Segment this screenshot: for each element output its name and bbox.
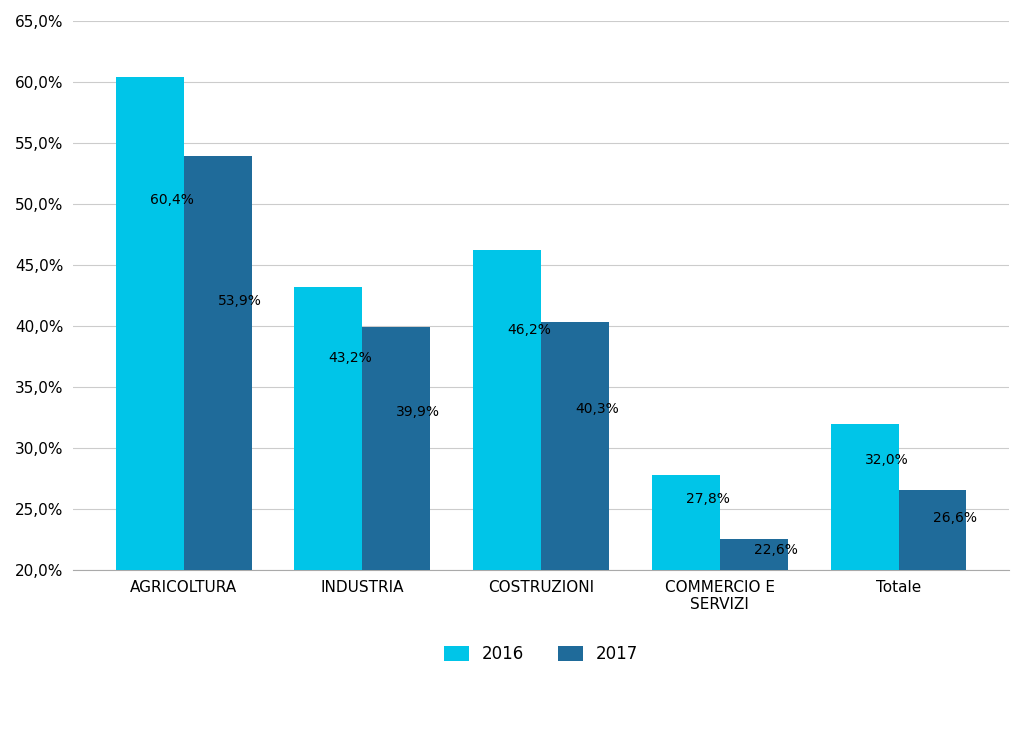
Bar bbox=[830, 424, 898, 734]
Bar bbox=[652, 475, 720, 734]
Bar bbox=[295, 287, 362, 734]
Text: 46,2%: 46,2% bbox=[507, 324, 551, 338]
Text: 32,0%: 32,0% bbox=[864, 454, 908, 468]
Text: 39,9%: 39,9% bbox=[396, 405, 440, 419]
Text: 60,4%: 60,4% bbox=[150, 194, 194, 208]
Bar bbox=[362, 327, 430, 734]
Text: 53,9%: 53,9% bbox=[218, 294, 261, 308]
Bar bbox=[116, 77, 183, 734]
Text: 22,6%: 22,6% bbox=[754, 542, 798, 556]
Text: 40,3%: 40,3% bbox=[575, 402, 618, 416]
Bar bbox=[898, 490, 967, 734]
Text: 26,6%: 26,6% bbox=[933, 511, 977, 525]
Bar bbox=[720, 539, 787, 734]
Text: 27,8%: 27,8% bbox=[686, 492, 730, 506]
Bar bbox=[183, 156, 252, 734]
Bar bbox=[541, 322, 609, 734]
Legend: 2016, 2017: 2016, 2017 bbox=[435, 637, 647, 672]
Text: 43,2%: 43,2% bbox=[329, 351, 372, 365]
Bar bbox=[473, 250, 541, 734]
